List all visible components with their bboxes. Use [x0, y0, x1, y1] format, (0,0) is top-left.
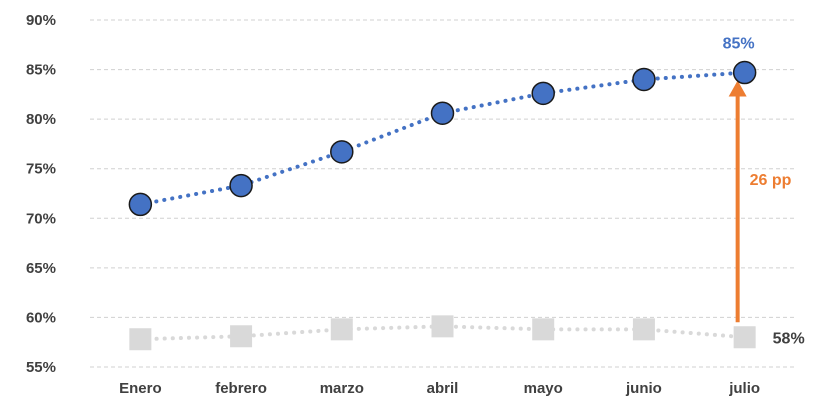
data-point — [129, 328, 152, 351]
gap-arrow — [728, 80, 747, 323]
x-axis-tick-labels: Enero febrero marzo abril mayo junio julio — [119, 380, 760, 397]
data-point — [733, 326, 756, 349]
gap-arrow-head — [728, 80, 747, 97]
x-tick-label: Enero — [119, 380, 162, 397]
data-point — [632, 67, 656, 92]
data-point — [330, 140, 354, 164]
x-tick-label: marzo — [320, 380, 364, 397]
data-point — [732, 60, 757, 85]
y-tick-label: 80% — [26, 111, 56, 128]
y-tick-label: 60% — [26, 309, 56, 326]
data-point — [431, 315, 454, 338]
x-tick-label: febrero — [215, 380, 267, 397]
y-tick-label: 75% — [26, 161, 56, 178]
data-point — [430, 101, 455, 125]
y-tick-label: 90% — [26, 12, 56, 29]
data-point — [330, 318, 353, 341]
y-tick-label: 55% — [26, 359, 56, 376]
x-tick-label: mayo — [524, 380, 563, 397]
series-markers — [128, 60, 757, 351]
data-point — [128, 192, 153, 217]
gap-label: 26 pp — [750, 172, 792, 189]
x-tick-label: abril — [427, 380, 459, 397]
x-tick-label: julio — [728, 380, 760, 397]
y-tick-label: 65% — [26, 260, 56, 277]
data-point — [229, 173, 253, 198]
top-value-label: 85% — [723, 36, 755, 53]
y-axis-tick-labels: 55% 60% 65% 70% 75% 80% 85% 90% — [26, 12, 56, 376]
bottom-value-label: 58% — [773, 330, 805, 347]
data-point — [230, 325, 253, 348]
data-point — [531, 81, 555, 106]
x-tick-label: junio — [625, 380, 662, 397]
y-tick-label: 70% — [26, 210, 56, 227]
y-tick-label: 85% — [26, 62, 56, 79]
data-point — [532, 318, 555, 341]
data-point — [632, 318, 655, 341]
